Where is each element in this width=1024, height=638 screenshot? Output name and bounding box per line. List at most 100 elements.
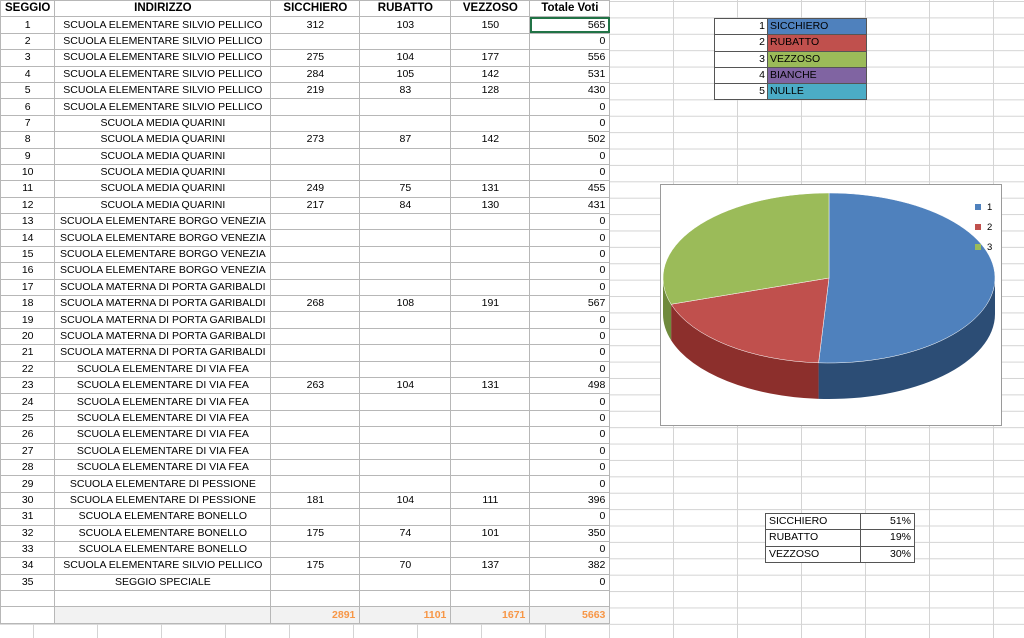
cell-indirizzo[interactable]: SCUOLA ELEMENTARE BONELLO (54, 508, 272, 526)
cell-empty[interactable] (450, 590, 531, 608)
cell-totale[interactable]: 0 (529, 262, 611, 280)
cell-seggio[interactable]: 25 (0, 409, 56, 428)
cell-totale[interactable]: 0 (529, 311, 611, 329)
cell-sicchiero[interactable]: 175 (270, 557, 361, 575)
cell-rubatto[interactable]: 104 (359, 49, 452, 67)
cell-sicchiero[interactable] (270, 311, 361, 329)
cell-totale[interactable]: 498 (529, 376, 611, 395)
cell-indirizzo[interactable]: SCUOLA ELEMENTARE DI VIA FEA (54, 426, 272, 444)
cell-totale[interactable]: 0 (529, 32, 611, 51)
cell-totale[interactable]: 556 (529, 49, 611, 67)
pie-slice-1[interactable] (818, 192, 996, 364)
header-seggio[interactable]: SEGGIO (0, 0, 56, 18)
cell-indirizzo[interactable]: SCUOLA MATERNA DI PORTA GARIBALDI (54, 278, 272, 297)
cell-seggio[interactable]: 6 (0, 98, 56, 116)
legend-candidate-name[interactable]: NULLE (767, 83, 867, 101)
cell-rubatto[interactable]: 104 (359, 491, 452, 510)
cell-indirizzo[interactable]: SCUOLA ELEMENTARE SILVIO PELLICO (54, 16, 272, 34)
cell-totale[interactable]: 0 (529, 508, 611, 526)
cell-seggio[interactable]: 14 (0, 229, 56, 247)
cell-sicchiero[interactable]: 219 (270, 81, 361, 100)
cell-rubatto[interactable] (359, 163, 452, 182)
cell-seggio[interactable]: 10 (0, 163, 56, 182)
cell-totale[interactable]: 0 (529, 475, 611, 493)
cell-rubatto[interactable] (359, 540, 452, 559)
cell-seggio[interactable]: 4 (0, 65, 56, 83)
cell-vezzoso[interactable] (450, 442, 531, 460)
cell-sicchiero[interactable]: 217 (270, 196, 361, 215)
cell-totale[interactable]: 0 (529, 213, 611, 231)
cell-rubatto[interactable]: 84 (359, 196, 452, 215)
cell-vezzoso[interactable]: 101 (450, 524, 531, 542)
cell-indirizzo[interactable]: SCUOLA ELEMENTARE BORGO VENEZIA (54, 229, 272, 247)
cell-totale[interactable]: 565 (529, 16, 611, 34)
cell-indirizzo[interactable]: SCUOLA ELEMENTARE DI VIA FEA (54, 442, 272, 460)
cell-sicchiero[interactable] (270, 114, 361, 133)
cell-sicchiero[interactable] (270, 409, 361, 428)
legend-candidate-name[interactable]: RUBATTO (767, 34, 867, 52)
cell-seggio[interactable]: 5 (0, 81, 56, 100)
cell-sicchiero[interactable] (270, 426, 361, 444)
cell-sicchiero[interactable] (270, 163, 361, 182)
cell-seggio[interactable]: 23 (0, 376, 56, 395)
cell-sicchiero[interactable]: 181 (270, 491, 361, 510)
cell-totale[interactable]: 0 (529, 98, 611, 116)
cell-empty[interactable] (359, 590, 452, 608)
legend-number[interactable]: 2 (714, 34, 768, 52)
cell-totale[interactable]: 430 (529, 81, 611, 100)
cell-rubatto[interactable]: 108 (359, 295, 452, 313)
cell-seggio[interactable]: 1 (0, 16, 56, 34)
cell-vezzoso[interactable]: 137 (450, 557, 531, 575)
cell-totale[interactable]: 0 (529, 245, 611, 264)
cell-vezzoso[interactable] (450, 344, 531, 362)
cell-seggio[interactable]: 3 (0, 49, 56, 67)
cell-seggio[interactable]: 28 (0, 458, 56, 477)
cell-vezzoso[interactable]: 128 (450, 81, 531, 100)
cell-rubatto[interactable] (359, 409, 452, 428)
total-vezzoso[interactable]: 1671 (450, 606, 531, 624)
cell-totale[interactable]: 0 (529, 573, 611, 592)
cell-indirizzo[interactable]: SCUOLA ELEMENTARE BORGO VENEZIA (54, 262, 272, 280)
cell-seggio[interactable]: 30 (0, 491, 56, 510)
cell-vezzoso[interactable] (450, 573, 531, 592)
cell-indirizzo[interactable]: SCUOLA ELEMENTARE BONELLO (54, 540, 272, 559)
cell-rubatto[interactable] (359, 147, 452, 165)
percentage-candidate[interactable]: RUBATTO (765, 529, 861, 547)
cell-seggio[interactable]: 13 (0, 213, 56, 231)
cell-seggio[interactable]: 11 (0, 180, 56, 198)
cell-sicchiero[interactable] (270, 262, 361, 280)
cell-rubatto[interactable] (359, 442, 452, 460)
cell-seggio[interactable]: 27 (0, 442, 56, 460)
cell-sicchiero[interactable] (270, 442, 361, 460)
legend-candidate-name[interactable]: BIANCHE (767, 66, 867, 85)
header-sicchiero[interactable]: SICCHIERO (270, 0, 361, 18)
cell-empty[interactable] (54, 606, 272, 624)
cell-seggio[interactable]: 8 (0, 131, 56, 149)
cell-vezzoso[interactable]: 131 (450, 180, 531, 198)
cell-rubatto[interactable] (359, 229, 452, 247)
cell-sicchiero[interactable]: 268 (270, 295, 361, 313)
cell-vezzoso[interactable]: 111 (450, 491, 531, 510)
cell-seggio[interactable]: 20 (0, 327, 56, 346)
cell-sicchiero[interactable] (270, 229, 361, 247)
cell-indirizzo[interactable]: SCUOLA ELEMENTARE DI VIA FEA (54, 458, 272, 477)
cell-rubatto[interactable]: 87 (359, 131, 452, 149)
cell-vezzoso[interactable]: 131 (450, 376, 531, 395)
cell-vezzoso[interactable] (450, 32, 531, 51)
header-indirizzo[interactable]: INDIRIZZO (54, 0, 272, 18)
cell-totale[interactable]: 0 (529, 442, 611, 460)
cell-totale[interactable]: 0 (529, 278, 611, 297)
cell-vezzoso[interactable] (450, 147, 531, 165)
cell-rubatto[interactable]: 103 (359, 16, 452, 34)
cell-sicchiero[interactable] (270, 540, 361, 559)
cell-indirizzo[interactable]: SCUOLA MEDIA QUARINI (54, 131, 272, 149)
cell-sicchiero[interactable] (270, 98, 361, 116)
cell-vezzoso[interactable] (450, 540, 531, 559)
cell-seggio[interactable]: 12 (0, 196, 56, 215)
cell-totale[interactable]: 382 (529, 557, 611, 575)
legend-number[interactable]: 5 (714, 83, 768, 101)
cell-sicchiero[interactable] (270, 573, 361, 592)
cell-indirizzo[interactable]: SCUOLA MEDIA QUARINI (54, 196, 272, 215)
cell-seggio[interactable]: 32 (0, 524, 56, 542)
cell-seggio[interactable]: 15 (0, 245, 56, 264)
